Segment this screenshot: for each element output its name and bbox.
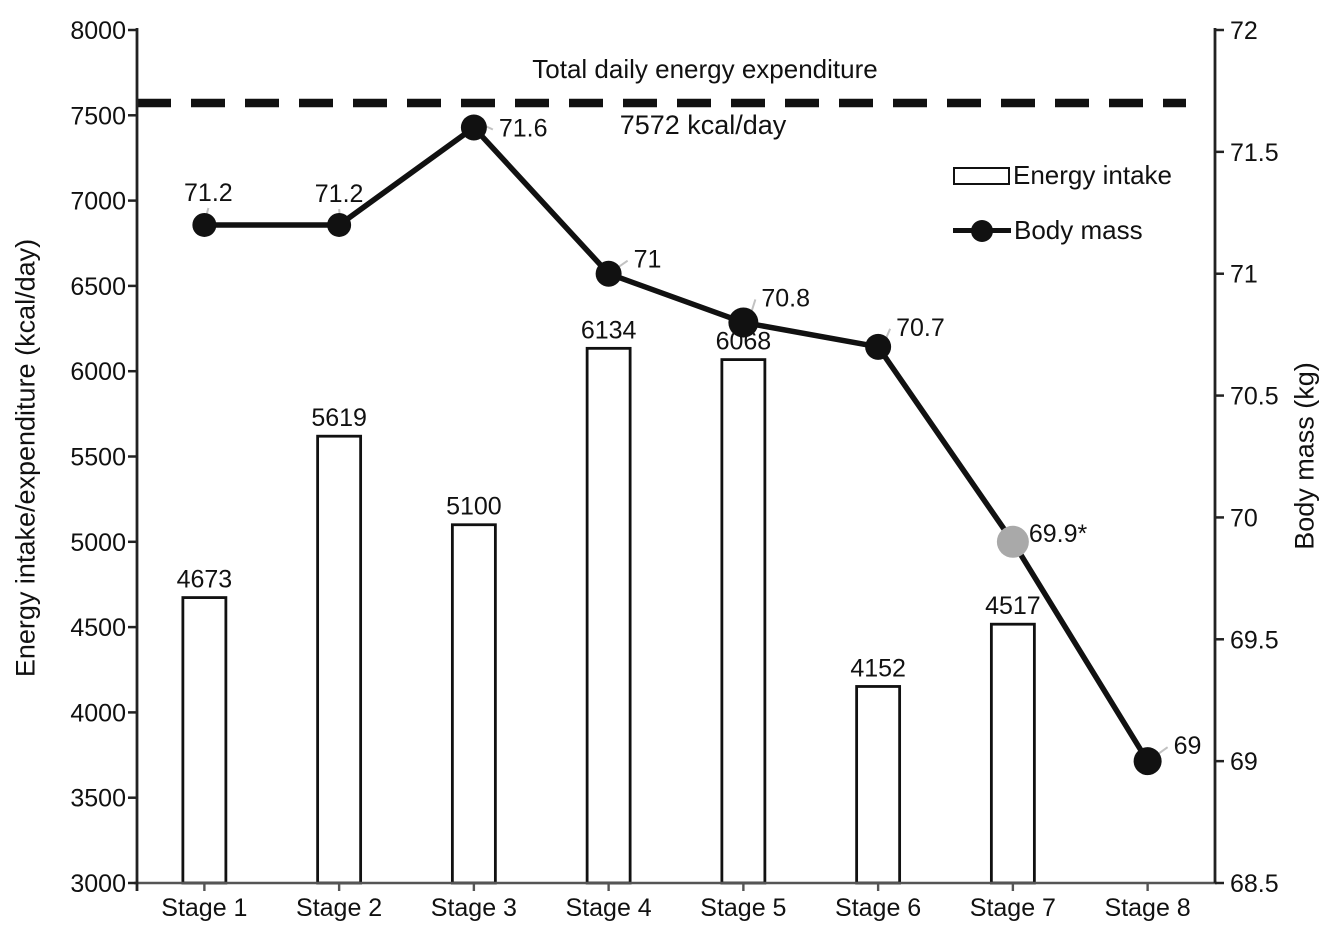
left-tick-label: 7500: [70, 102, 126, 130]
bar-value-label: 4152: [850, 654, 906, 682]
reference-line-title: Total daily energy expenditure: [532, 54, 878, 84]
point-label: 69: [1174, 732, 1202, 760]
bar: [316, 434, 363, 885]
point-label: 69.9*: [1029, 520, 1088, 548]
x-category-label: Stage 2: [296, 894, 382, 922]
right-axis-title: Body mass (kg): [1289, 362, 1320, 550]
body-mass-group: 71.2 71.2 71.6 71 70.8 70.7 69.9* 69: [184, 114, 1202, 776]
legend-label-energy-intake: Energy intake: [1013, 160, 1172, 190]
body-mass-line: [201, 124, 1151, 764]
left-tick-label: 7000: [70, 188, 126, 216]
right-tick-label: 70.5: [1230, 383, 1279, 411]
bar: [181, 596, 228, 885]
bar-value-label: 6134: [581, 316, 637, 344]
point-label: 71.6: [499, 114, 548, 142]
point-label: 71.2: [315, 180, 364, 208]
left-tick-label: 4500: [70, 614, 126, 642]
marker-dot-icon: [971, 219, 993, 242]
body-mass-point: [327, 212, 352, 237]
bar-value-label: 4517: [985, 592, 1041, 620]
bar: [450, 523, 497, 885]
axes-group: 3000 3500 4000 4500 5000 5500 6000 6500 7000 7500…: [70, 17, 1278, 922]
legend-item-body-mass: Body mass: [953, 215, 1172, 246]
left-tick-label: 4000: [70, 699, 126, 727]
right-tick-label: 68.5: [1230, 870, 1279, 898]
left-tick-label: 3000: [70, 870, 126, 898]
reference-line-value-label: 7572 kcal/day: [619, 110, 787, 140]
left-tick-label: 6000: [70, 358, 126, 386]
body-mass-point: [728, 307, 759, 338]
right-tick-label: 70: [1230, 504, 1258, 532]
point-label: 70.8: [761, 284, 810, 312]
left-tick-label: 6500: [70, 273, 126, 301]
point-label: 71.2: [184, 179, 233, 207]
right-tick-label: 71.5: [1230, 139, 1279, 167]
legend: Energy intake Body mass: [953, 160, 1172, 246]
bar-value-label: 5100: [446, 493, 502, 521]
bar-swatch-icon: [953, 166, 1010, 185]
x-category-label: Stage 7: [970, 894, 1056, 922]
right-tick-label: 72: [1230, 17, 1258, 45]
x-category-label: Stage 3: [431, 894, 517, 922]
legend-label-body-mass: Body mass: [1014, 215, 1143, 245]
x-category-label: Stage 4: [566, 894, 652, 922]
legend-item-energy-intake: Energy intake: [953, 160, 1172, 191]
x-category-label: Stage 1: [161, 894, 247, 922]
body-mass-point: [996, 525, 1029, 558]
right-tick-label: 69: [1230, 748, 1258, 776]
left-axis-title: Energy intake/expenditure (kcal/day): [10, 238, 41, 678]
left-tick-label: 5000: [70, 529, 126, 557]
point-label: 70.7: [896, 314, 945, 342]
x-category-label: Stage 6: [835, 894, 921, 922]
body-mass-point: [595, 260, 622, 287]
left-tick-label: 5500: [70, 444, 126, 472]
bar: [989, 622, 1036, 885]
right-tick-label: 69.5: [1230, 626, 1279, 654]
body-mass-point: [192, 212, 217, 237]
body-mass-point: [460, 114, 487, 141]
right-tick-label: 71: [1230, 261, 1258, 289]
bar-value-label: 4673: [177, 566, 233, 594]
left-tick-label: 3500: [70, 785, 126, 813]
bar: [855, 685, 902, 885]
body-mass-point: [1133, 747, 1162, 776]
point-label: 71: [634, 246, 662, 274]
bar: [585, 346, 632, 885]
line-marker-swatch-icon: [953, 219, 1011, 242]
x-category-label: Stage 5: [700, 894, 786, 922]
x-category-label: Stage 8: [1105, 894, 1191, 922]
bar: [720, 358, 767, 885]
left-tick-label: 8000: [70, 17, 126, 45]
body-mass-point: [865, 333, 892, 360]
bar-value-label: 5619: [311, 404, 367, 432]
